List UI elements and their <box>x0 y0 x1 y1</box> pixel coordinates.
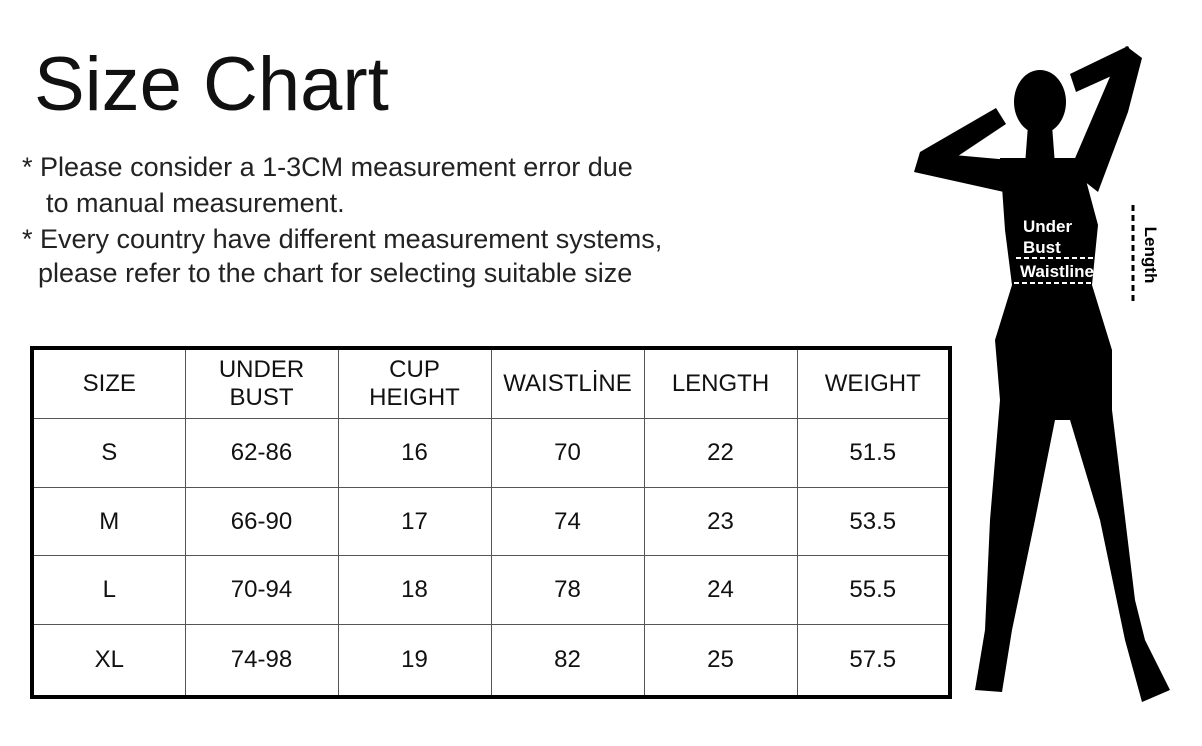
note: * Every country have different measureme… <box>22 224 663 254</box>
table-cell: S <box>31 418 186 488</box>
table-cell: 62-86 <box>184 418 339 488</box>
under-bust-label: Under Bust <box>1023 217 1073 257</box>
column-header: CUP HEIGHT <box>337 347 492 419</box>
table-cell: 25 <box>643 624 798 698</box>
table-cell: 53.5 <box>796 486 951 557</box>
table-cell: 78 <box>490 555 645 626</box>
table-row: M 66-90 17 74 23 53.5 <box>31 486 951 557</box>
table-cell: 19 <box>337 624 492 698</box>
table-cell: 74 <box>490 486 645 557</box>
waistline-label: Waistline <box>1020 262 1094 281</box>
table-row: XL 74-98 19 82 25 57.5 <box>31 624 951 698</box>
title: Size Chart <box>34 42 389 127</box>
note: to manual measurement. <box>46 188 345 218</box>
table-cell: 55.5 <box>796 555 951 626</box>
table-cell: 16 <box>337 418 492 488</box>
table-cell: 70-94 <box>184 555 339 626</box>
table-cell: 17 <box>337 486 492 557</box>
column-header: WEIGHT <box>796 347 951 419</box>
table-row: L 70-94 18 78 24 55.5 <box>31 555 951 626</box>
table-cell: 23 <box>643 486 798 557</box>
size-table: SIZE UNDER BUST CUP HEIGHT WAISTLİNE LENGTH W… <box>30 346 952 699</box>
table-cell: 51.5 <box>796 418 951 488</box>
table-row: S 62-86 16 70 22 51.5 <box>31 418 951 488</box>
table-cell: 57.5 <box>796 624 951 698</box>
table-cell: 24 <box>643 555 798 626</box>
table-cell: XL <box>31 624 186 698</box>
column-header: SIZE <box>31 347 186 419</box>
table-cell: 18 <box>337 555 492 626</box>
column-header: LENGTH <box>643 347 798 419</box>
note: please refer to the chart for selecting … <box>38 258 633 288</box>
length-label: Length <box>1141 227 1160 284</box>
table-cell: 66-90 <box>184 486 339 557</box>
note: * Please consider a 1-3CM measurement er… <box>22 152 633 182</box>
table-cell: 74-98 <box>184 624 339 698</box>
